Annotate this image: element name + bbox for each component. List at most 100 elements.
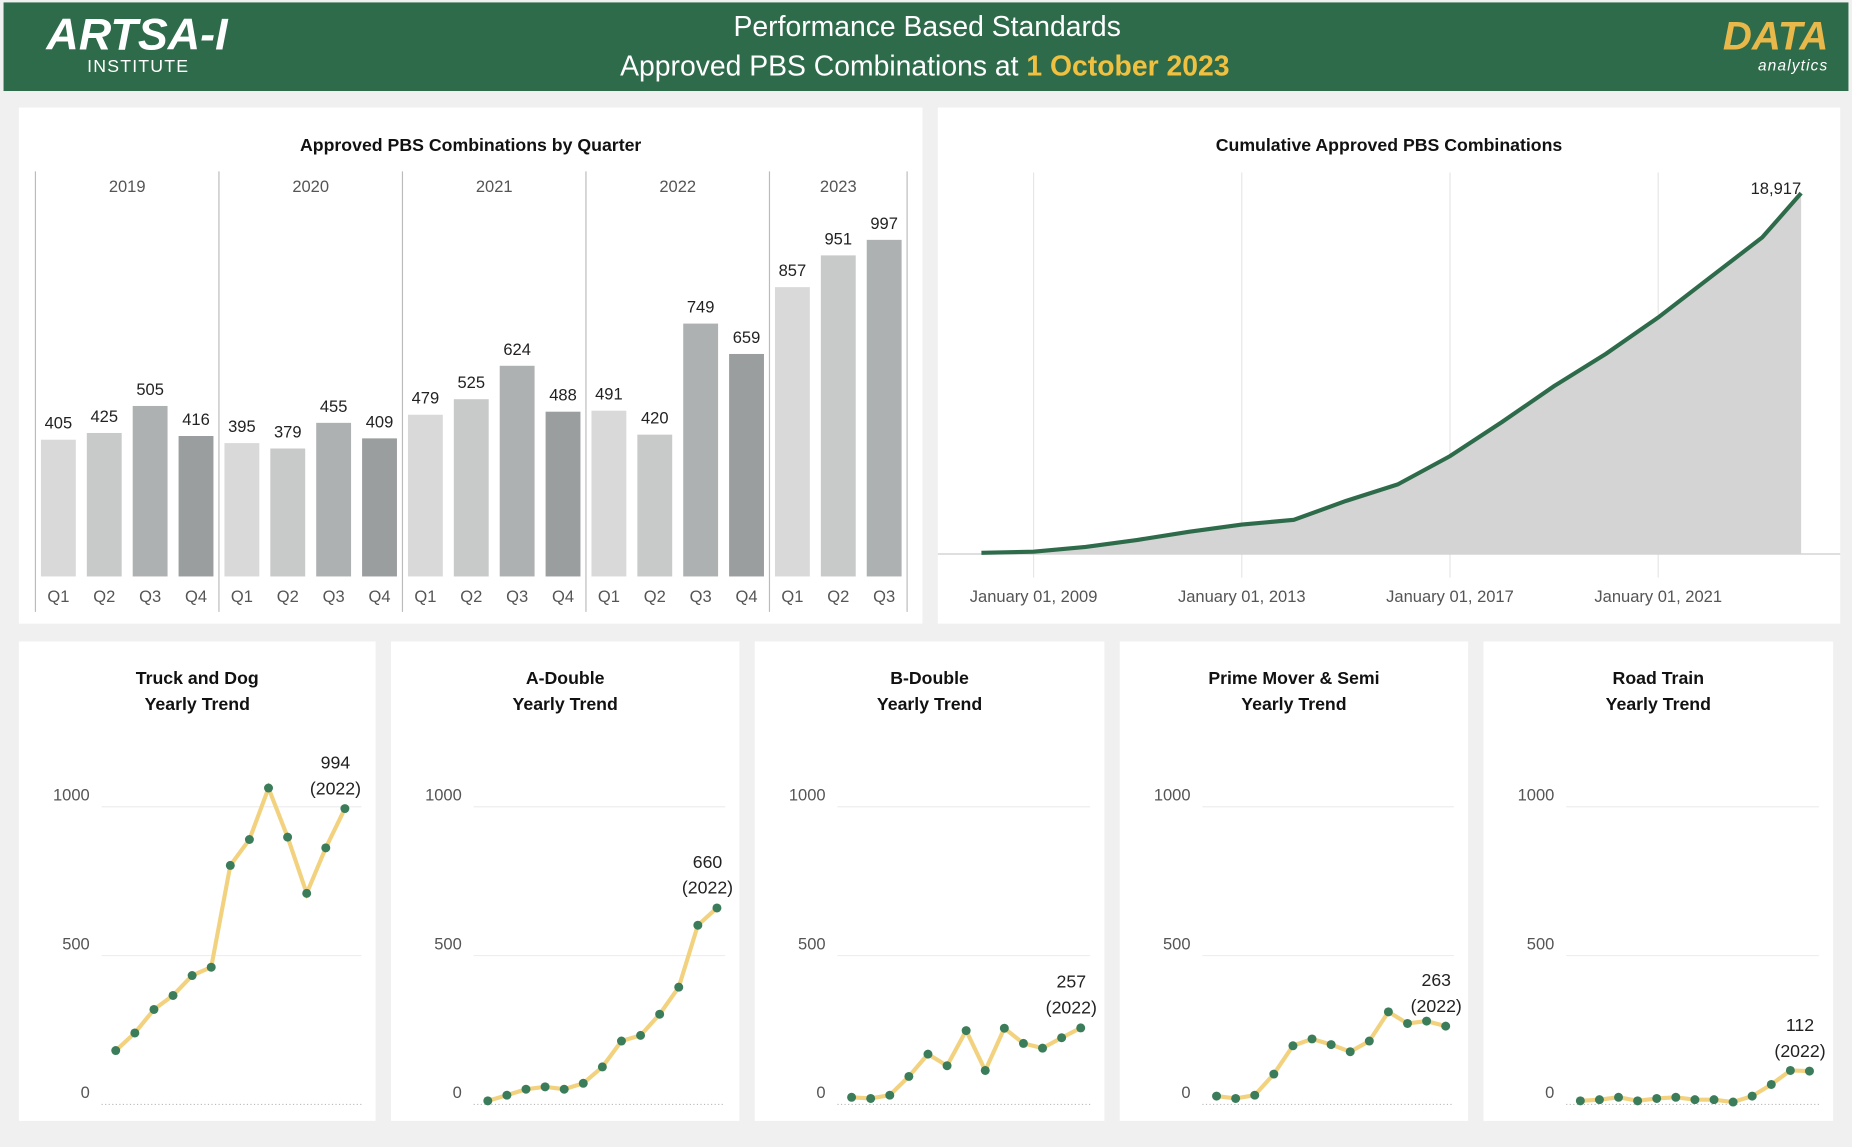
marker bbox=[340, 804, 350, 814]
data-label: 405 bbox=[45, 414, 73, 433]
marker bbox=[1785, 1065, 1795, 1075]
x-tick-label: Q3 bbox=[506, 587, 528, 606]
x-tick-label: Q2 bbox=[93, 587, 115, 606]
data-label: 420 bbox=[641, 409, 669, 428]
data-label: 525 bbox=[457, 373, 485, 392]
marker bbox=[283, 832, 293, 842]
bar bbox=[362, 438, 397, 577]
chart-title: Cumulative Approved PBS Combinations bbox=[1216, 135, 1563, 155]
data-label: 416 bbox=[182, 410, 210, 429]
x-tick-label: January 01, 2021 bbox=[1594, 587, 1722, 606]
data-label: 997 bbox=[870, 214, 898, 233]
bar bbox=[866, 239, 902, 577]
marker bbox=[1250, 1090, 1260, 1100]
annotation: (2022) bbox=[1046, 998, 1097, 1018]
annotation: (2022) bbox=[1411, 996, 1462, 1016]
data-label: 409 bbox=[366, 412, 394, 431]
bar bbox=[132, 405, 168, 577]
marker bbox=[866, 1093, 876, 1103]
marker bbox=[1288, 1041, 1298, 1051]
chart-title: Yearly Trend bbox=[1241, 694, 1346, 714]
header-title: Performance Based Standards bbox=[733, 11, 1120, 43]
data-label: 624 bbox=[503, 340, 531, 359]
header-subtitle: Approved PBS Combinations at 1 October 2… bbox=[620, 51, 1229, 83]
marker bbox=[187, 971, 197, 981]
data-label: 257 bbox=[1057, 972, 1087, 992]
y-tick-label: 500 bbox=[798, 934, 826, 953]
marker bbox=[502, 1090, 512, 1100]
y-tick-label: 0 bbox=[816, 1083, 825, 1102]
marker bbox=[1383, 1007, 1393, 1017]
marker bbox=[1804, 1066, 1814, 1076]
data-label: 455 bbox=[320, 397, 348, 416]
data-label: 425 bbox=[90, 407, 118, 426]
marker bbox=[674, 982, 684, 992]
bar bbox=[224, 443, 260, 577]
marker bbox=[1018, 1038, 1028, 1048]
x-tick-label: Q2 bbox=[827, 587, 849, 606]
marker bbox=[1212, 1091, 1222, 1101]
bar bbox=[545, 411, 581, 577]
x-tick-label: Q3 bbox=[690, 587, 712, 606]
marker bbox=[980, 1065, 990, 1075]
marker bbox=[168, 990, 178, 1000]
marker bbox=[1038, 1043, 1048, 1053]
marker bbox=[1709, 1095, 1719, 1105]
chart-title: Road Train bbox=[1613, 668, 1704, 688]
marker bbox=[1307, 1034, 1317, 1044]
marker bbox=[655, 1009, 665, 1019]
y-tick-label: 0 bbox=[1181, 1083, 1190, 1102]
marker bbox=[923, 1049, 933, 1059]
group-label: 2021 bbox=[476, 177, 513, 196]
marker bbox=[693, 920, 703, 930]
marker bbox=[149, 1004, 159, 1014]
marker bbox=[1269, 1069, 1279, 1079]
marker bbox=[1422, 1016, 1432, 1026]
data-label: 379 bbox=[274, 423, 302, 442]
marker bbox=[111, 1046, 121, 1056]
x-tick-label: Q1 bbox=[781, 587, 803, 606]
x-tick-label: Q3 bbox=[323, 587, 345, 606]
bar bbox=[178, 436, 214, 577]
y-tick-label: 1000 bbox=[1518, 786, 1555, 805]
brand: DATA bbox=[1723, 14, 1829, 59]
bar bbox=[453, 399, 489, 577]
data-label: 660 bbox=[693, 852, 723, 872]
marker bbox=[847, 1092, 857, 1102]
marker bbox=[961, 1026, 971, 1036]
y-tick-label: 1000 bbox=[789, 786, 826, 805]
panel bbox=[754, 641, 1105, 1121]
data-label: 263 bbox=[1421, 970, 1451, 990]
data-label: 491 bbox=[595, 385, 623, 404]
marker bbox=[1766, 1079, 1776, 1089]
marker bbox=[1690, 1095, 1700, 1105]
x-tick-label: Q1 bbox=[414, 587, 436, 606]
marker bbox=[321, 843, 331, 853]
bar bbox=[316, 422, 352, 577]
data-label: 994 bbox=[321, 752, 351, 772]
marker bbox=[1747, 1091, 1757, 1101]
marker bbox=[130, 1028, 140, 1038]
x-tick-label: January 01, 2009 bbox=[970, 587, 1098, 606]
marker bbox=[999, 1023, 1009, 1033]
x-tick-label: January 01, 2017 bbox=[1386, 587, 1514, 606]
bar bbox=[270, 448, 306, 577]
marker bbox=[540, 1082, 550, 1092]
panel bbox=[1483, 641, 1834, 1121]
marker bbox=[264, 783, 273, 793]
panel bbox=[18, 641, 376, 1121]
x-tick-label: Q3 bbox=[139, 587, 161, 606]
bar bbox=[40, 439, 76, 577]
chart-title: Approved PBS Combinations by Quarter bbox=[300, 135, 641, 155]
x-tick-label: Q4 bbox=[185, 587, 207, 606]
y-tick-label: 0 bbox=[453, 1083, 462, 1102]
marker bbox=[302, 888, 312, 898]
marker bbox=[1652, 1093, 1662, 1103]
marker bbox=[1057, 1033, 1067, 1043]
bar bbox=[729, 353, 764, 577]
marker bbox=[1345, 1047, 1355, 1057]
x-tick-label: Q4 bbox=[552, 587, 574, 606]
marker bbox=[1614, 1092, 1624, 1102]
marker bbox=[597, 1062, 607, 1072]
